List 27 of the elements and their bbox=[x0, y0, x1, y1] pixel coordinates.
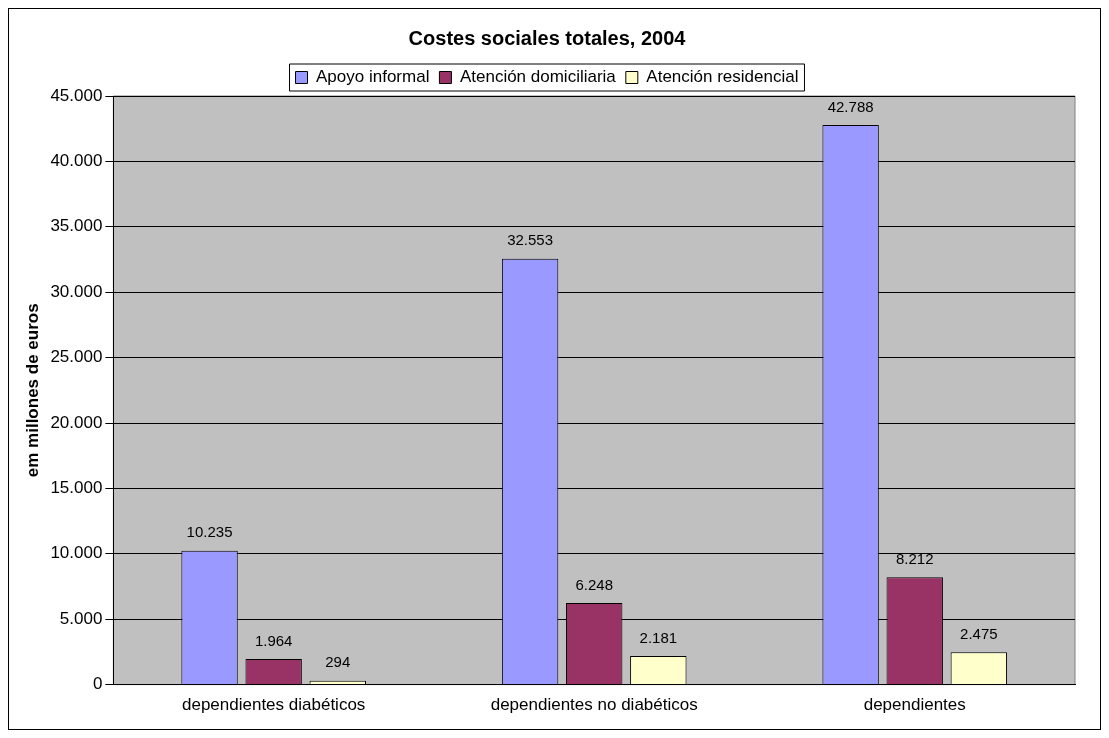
x-tick-label: dependientes bbox=[863, 695, 966, 715]
y-tick-label: 0 bbox=[92, 674, 103, 694]
data-label: 2.475 bbox=[960, 624, 998, 642]
y-tick-label: 10.000 bbox=[50, 543, 103, 563]
x-tick-label: dependientes diabéticos bbox=[181, 695, 366, 715]
data-label: 6.248 bbox=[575, 575, 613, 593]
y-tick-label: 20.000 bbox=[50, 412, 103, 432]
y-tick-label: 35.000 bbox=[50, 216, 103, 236]
y-tick-label: 15.000 bbox=[50, 478, 103, 498]
data-label: 42.788 bbox=[827, 97, 874, 115]
y-tick-label: 40.000 bbox=[50, 151, 103, 171]
chart-title: Costes sociales totales, 2004 bbox=[408, 26, 687, 49]
data-label: 1.964 bbox=[254, 631, 293, 649]
y-tick-label: 5.000 bbox=[59, 608, 103, 628]
y-tick-label: 25.000 bbox=[50, 347, 103, 367]
legend-label: Atención residencial bbox=[646, 67, 799, 87]
y-tick-label: 45.000 bbox=[50, 85, 103, 105]
data-label: 32.553 bbox=[507, 231, 554, 249]
y-tick-label: 30.000 bbox=[50, 281, 103, 301]
legend-label: Apoyo informal bbox=[316, 67, 430, 87]
data-label: 10.235 bbox=[186, 523, 233, 541]
data-label: 2.181 bbox=[639, 628, 678, 646]
legend-label: Atención domiciliaria bbox=[459, 67, 617, 87]
x-tick-label: dependientes no diabéticos bbox=[490, 695, 698, 715]
y-axis-title: em millones de euros bbox=[22, 303, 42, 478]
data-label: 294 bbox=[325, 653, 351, 671]
data-label: 8.212 bbox=[895, 549, 934, 567]
